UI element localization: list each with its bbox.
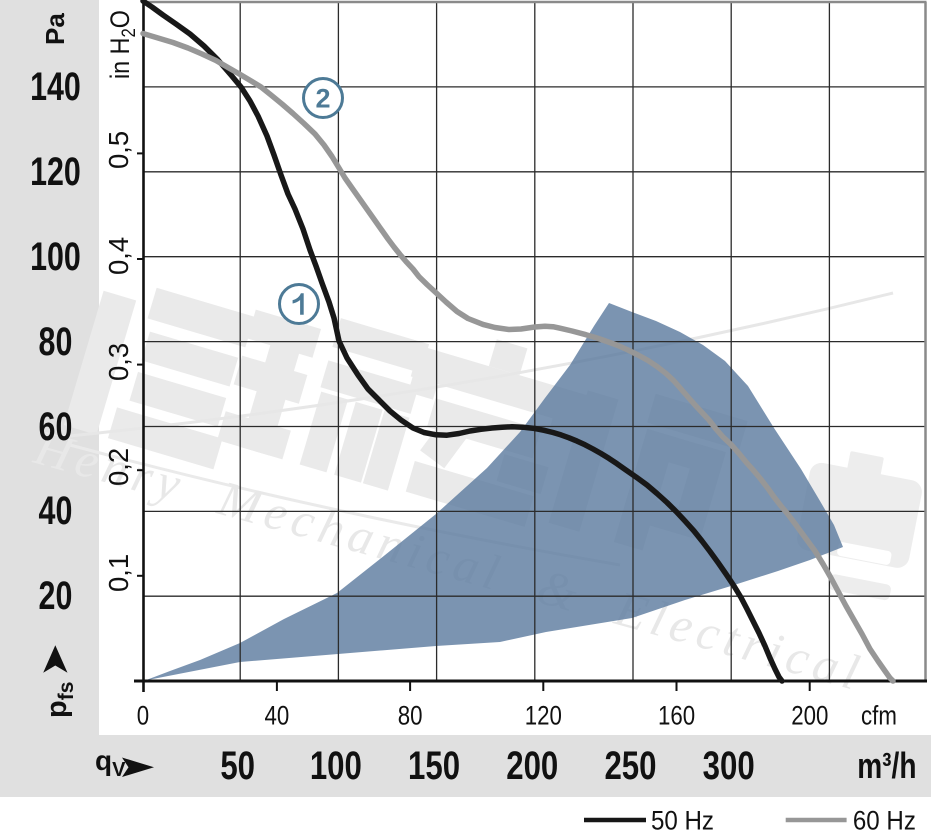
svg-text:140: 140 — [30, 64, 81, 109]
svg-text:2: 2 — [315, 84, 330, 114]
svg-text:120: 120 — [30, 149, 81, 194]
svg-text:20: 20 — [39, 573, 73, 618]
svg-text:120: 120 — [525, 702, 562, 731]
svg-text:50 Hz: 50 Hz — [651, 806, 714, 836]
svg-text:40: 40 — [264, 702, 289, 731]
svg-text:300: 300 — [703, 743, 755, 788]
svg-text:40: 40 — [39, 488, 73, 533]
svg-text:160: 160 — [658, 702, 695, 731]
svg-text:50: 50 — [220, 743, 255, 788]
svg-text:m³/h: m³/h — [857, 746, 916, 786]
svg-text:100: 100 — [30, 234, 81, 279]
svg-text:in H2O: in H2O — [106, 10, 140, 79]
svg-text:80: 80 — [398, 702, 423, 731]
svg-text:0,2: 0,2 — [103, 448, 134, 486]
svg-text:0,5: 0,5 — [103, 131, 134, 169]
svg-text:0,4: 0,4 — [103, 237, 134, 275]
svg-text:60: 60 — [39, 404, 73, 449]
svg-text:250: 250 — [604, 743, 656, 788]
svg-text:60 Hz: 60 Hz — [853, 806, 916, 836]
svg-text:0,1: 0,1 — [103, 554, 134, 592]
svg-text:150: 150 — [408, 743, 460, 788]
svg-text:Pa: Pa — [40, 13, 70, 45]
svg-text:200: 200 — [506, 743, 558, 788]
svg-text:0,3: 0,3 — [103, 343, 134, 381]
svg-text:cfm: cfm — [861, 702, 897, 731]
svg-text:80: 80 — [39, 319, 73, 364]
svg-text:0: 0 — [137, 702, 149, 731]
svg-text:200: 200 — [791, 702, 828, 731]
svg-text:100: 100 — [310, 743, 362, 788]
